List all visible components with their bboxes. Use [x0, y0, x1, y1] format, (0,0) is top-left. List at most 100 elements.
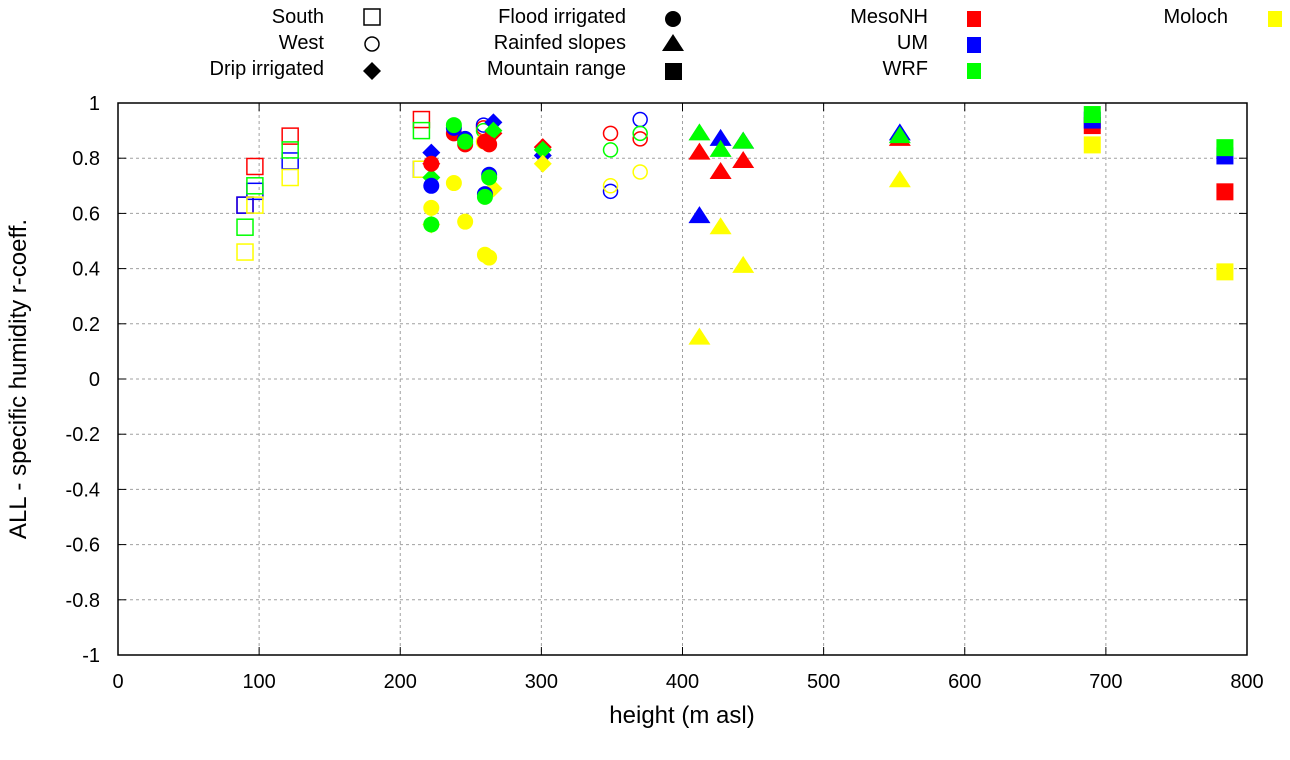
series-rainfed-slopes	[688, 123, 911, 345]
data-point	[476, 188, 493, 205]
y-tick-label: 0	[89, 369, 100, 391]
data-point	[732, 150, 755, 168]
x-tick-label: 100	[242, 671, 275, 693]
y-tick-label: 1	[89, 93, 100, 115]
y-tick-label: -0.8	[66, 590, 100, 612]
data-point	[732, 131, 755, 149]
x-tick-label: 600	[948, 671, 981, 693]
legend-label-mountain-range: Mountain range	[487, 58, 626, 80]
data-point	[246, 157, 264, 176]
legend-marker-square	[665, 63, 682, 80]
data-point	[457, 133, 474, 150]
data-point	[481, 169, 498, 186]
data-point	[888, 126, 911, 144]
data-point	[1216, 263, 1234, 281]
series-west	[475, 111, 648, 200]
data-point	[1216, 183, 1234, 201]
y-axis-title: ALL - specific humidity r-coeff.	[5, 219, 32, 539]
x-tick-label: 400	[666, 671, 699, 693]
legend-swatch-mesonh	[967, 11, 981, 27]
data-point	[476, 133, 493, 150]
data-point	[602, 142, 619, 158]
y-tick-label: 0.6	[72, 203, 100, 225]
data-point	[1216, 139, 1234, 157]
x-tick-label: 700	[1089, 671, 1122, 693]
legend-label-mesonh: MesoNH	[850, 6, 928, 28]
data-point	[632, 125, 648, 142]
data-point	[688, 123, 711, 141]
y-axis: 1 0.8 0.6 0.4 0.2 0 -0.2 -0.4 -0.6 -0.8 -1	[66, 93, 1247, 667]
legend-swatch-wrf	[967, 63, 981, 79]
legend-label-rainfed-slopes: Rainfed slopes	[494, 32, 626, 54]
data-point	[457, 213, 474, 230]
data-point	[888, 170, 911, 188]
legend: South West Drip irrigated Flood irrigated Ra…	[210, 6, 1282, 80]
legend-label-moloch: Moloch	[1164, 6, 1228, 28]
data-point	[423, 177, 440, 194]
y-tick-label: 0.8	[72, 148, 100, 170]
data-point	[423, 199, 440, 216]
legend-label-um: UM	[897, 32, 928, 54]
data-point	[1083, 136, 1101, 154]
data-point	[236, 196, 254, 214]
data-point	[533, 154, 552, 173]
data-point	[281, 127, 299, 145]
data-point	[236, 243, 254, 261]
data-point	[688, 206, 711, 224]
legend-marker-circle	[665, 11, 681, 27]
data-point	[632, 164, 648, 180]
x-tick-label: 300	[525, 671, 558, 693]
data-point	[602, 125, 619, 142]
x-axis-title: height (m asl)	[609, 702, 754, 729]
x-axis: 0 100 200 300 400 500 600 700 800	[112, 103, 1264, 693]
series-mountain-range	[1083, 106, 1234, 281]
data-point	[602, 178, 619, 194]
data-point	[246, 177, 264, 195]
legend-label-drip-irrigated: Drip irrigated	[210, 58, 324, 80]
data-point	[602, 183, 619, 200]
data-point	[632, 111, 648, 128]
legend-swatch-um	[967, 37, 981, 53]
data-point	[412, 121, 431, 140]
data-point	[688, 327, 711, 345]
y-tick-label: -1	[82, 645, 100, 667]
y-tick-label: -0.6	[66, 535, 100, 557]
legend-marker-triangle	[662, 34, 684, 51]
y-tick-label: 0.4	[72, 259, 100, 281]
grid	[118, 103, 1247, 655]
data-point	[423, 155, 440, 172]
legend-marker-diamond	[363, 62, 381, 80]
data-point	[412, 110, 431, 129]
data-point	[632, 131, 648, 147]
data-point	[709, 217, 732, 235]
data-point	[281, 141, 299, 159]
data-point	[281, 152, 299, 170]
data-points	[236, 106, 1234, 345]
data-point	[445, 175, 462, 192]
data-point	[423, 216, 440, 233]
data-point	[709, 128, 732, 146]
y-tick-label: -0.2	[66, 424, 100, 446]
data-point	[709, 162, 732, 179]
data-point	[709, 139, 732, 157]
data-point	[236, 218, 254, 236]
data-point	[445, 117, 462, 134]
legend-swatch-moloch	[1268, 11, 1282, 27]
data-point	[476, 246, 493, 263]
data-point	[1083, 106, 1101, 124]
x-tick-label: 500	[807, 671, 840, 693]
x-tick-label: 800	[1230, 671, 1263, 693]
legend-label-south: South	[272, 6, 324, 28]
legend-label-wrf: WRF	[882, 58, 928, 80]
data-point	[246, 196, 264, 214]
legend-marker-open-circle	[364, 36, 380, 52]
series-flood-irrigated	[423, 117, 498, 266]
x-tick-label: 0	[112, 671, 123, 693]
legend-label-flood-irrigated: Flood irrigated	[498, 6, 626, 28]
data-point	[533, 140, 552, 159]
data-point	[281, 168, 299, 187]
y-tick-label: 0.2	[72, 314, 100, 336]
legend-marker-open-square	[363, 8, 381, 26]
x-tick-label: 200	[384, 671, 417, 693]
